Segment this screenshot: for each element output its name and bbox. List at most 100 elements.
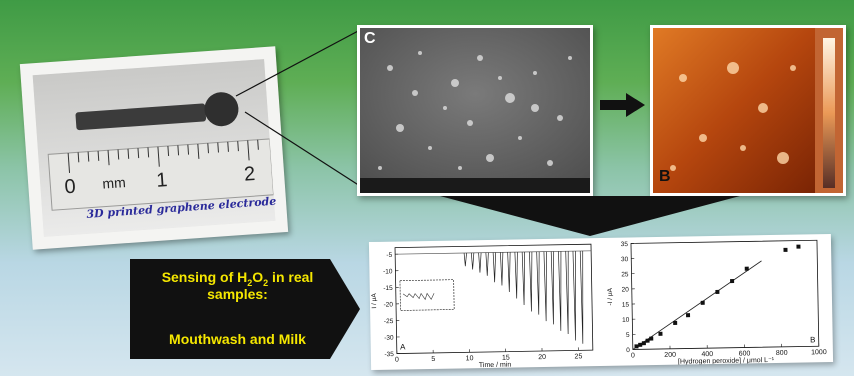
chart-b-ytick-label-6: 30 [621, 256, 629, 263]
chart-b-xtick-label-5: 1000 [811, 349, 827, 356]
ruler-ticks [67, 139, 259, 173]
chart-b-point-8 [700, 300, 705, 305]
sem-texture [360, 28, 590, 193]
chart-a-ytick-label-2: -15 [383, 285, 393, 292]
chart-b-xlabel: [Hydrogen peroxide] / μmol L⁻¹ [678, 357, 775, 366]
chart-a-xtick-label-0: 0 [395, 357, 399, 364]
afm-particles [670, 62, 796, 171]
callout-text: Sensing of H2O2 in real samples: Mouthwa… [130, 259, 345, 359]
chart-a-xtick-label-4: 20 [538, 354, 546, 361]
chart-b-ytick-label-2: 10 [622, 317, 630, 324]
chart-a-spike-8 [521, 251, 526, 305]
callout-line-2: samples: [207, 286, 268, 302]
chart-a-frame [394, 243, 594, 354]
chart-b-fit-line [632, 260, 762, 350]
chart-a-ytick-label-4: -25 [384, 318, 394, 325]
chart-b-ytick-label-5: 25 [621, 271, 629, 278]
chart-a-spike-9 [529, 251, 533, 312]
chart-a-spike-14 [565, 251, 569, 335]
sem-info-bar [360, 178, 590, 193]
results-plots: 0 5 10 15 20 25 -5 -10 -15 -20 -25 -30 -35 Time / min… [368, 233, 834, 371]
chart-b-frame [630, 239, 820, 350]
chart-b-ytick-label-0: 0 [626, 347, 630, 354]
chart-b-point-7 [686, 313, 691, 318]
chart-b-xtick-label-2: 400 [701, 351, 713, 358]
ruler-label-unit: mm [102, 174, 126, 192]
chart-a-xtick-label-5: 25 [574, 353, 582, 360]
chart-b-point-0 [634, 344, 639, 349]
ruler-label-two: 2 [243, 163, 256, 186]
chart-b-point-9 [715, 289, 720, 294]
chart-b-xtick-label-0: 0 [631, 352, 635, 359]
chart-a-spike-13 [558, 251, 562, 331]
chart-a-spike-3 [485, 252, 489, 276]
chart-a-inset [399, 279, 455, 311]
chart-a-spike-4 [492, 252, 496, 283]
chart-b-ytick-label-7: 35 [621, 241, 629, 248]
ruler [47, 138, 275, 211]
electrode-disc [204, 92, 239, 127]
electrode-strip [75, 103, 207, 131]
afm-image: B [650, 25, 846, 196]
chart-a-xtick-label-3: 15 [502, 355, 510, 362]
callout-line-1: Sensing of H2O2 in real [161, 269, 314, 288]
chart-a-spike-15 [572, 251, 576, 341]
chart-b-xtick-label-4: 800 [776, 350, 788, 357]
afm-colorbar [823, 38, 835, 188]
chart-a-spike-10 [536, 251, 540, 315]
ruler-label-one: 1 [156, 169, 169, 192]
afm-panel-label: B [659, 168, 671, 185]
chart-b-ytick-label-1: 5 [626, 332, 630, 339]
chart-b-point-10 [730, 279, 735, 284]
chart-b-point-13 [796, 244, 801, 249]
chart-a-xtick-label-1: 5 [431, 356, 435, 363]
chart-a-ylabel: I / μA [371, 293, 378, 309]
chart-b-point-12 [783, 247, 788, 252]
chart-a-ytick-label-5: -30 [384, 335, 394, 342]
chart-b-point-11 [744, 266, 749, 271]
chart-a-ytick-label-6: -35 [384, 351, 394, 358]
chart-a-spike-7 [514, 252, 518, 299]
chart-b-ytick-label-4: 20 [621, 286, 629, 293]
chart-b-ylabel: -I / μA [607, 287, 614, 305]
chart-a-spike-5 [500, 252, 504, 286]
chart-a-spike-1 [470, 252, 475, 270]
afm-texture [653, 28, 843, 193]
chart-b-xtick-label-1: 200 [664, 352, 676, 359]
chart-a-spike-11 [543, 251, 547, 322]
chart-a-spike-6 [507, 252, 511, 292]
chart-a-spike-12 [550, 251, 555, 325]
plots-svg: 0 5 10 15 20 25 -5 -10 -15 -20 -25 -30 -35 Time / min… [371, 239, 827, 370]
chart-b-xtick-label-3: 600 [739, 350, 751, 357]
chart-a-inset-trace [402, 292, 435, 301]
sem-panel-label: C [364, 30, 376, 47]
sem-image: C [357, 25, 593, 196]
ruler-label-zero: 0 [64, 176, 77, 199]
electrode-illustration: 0 mm 1 2 [32, 59, 276, 237]
chart-a-ytick-label-0: -5 [386, 252, 392, 259]
chart-a-panel-label: A [400, 342, 406, 351]
chart-a-ytick-label-1: -10 [383, 268, 393, 275]
chart-a-ytick-label-3: -20 [384, 301, 394, 308]
chart-b-panel-label: B [810, 335, 816, 344]
electrode-photo-image: 0 mm 1 2 [32, 59, 276, 237]
chart-a-xlabel: Time / min [479, 362, 512, 370]
chart-b-ytick-label-3: 15 [622, 302, 630, 309]
chart-a-xtick-label-2: 10 [466, 355, 474, 362]
chart-b-point-1 [638, 342, 643, 347]
callout-shape [130, 259, 360, 359]
chart-a-spike-16 [579, 250, 584, 344]
right-arrow-icon [600, 93, 645, 117]
electrode-photo: 0 mm 1 2 3D printed graphene electrode [19, 46, 289, 250]
chart-b-point-3 [645, 338, 650, 343]
chart-b-point-4 [649, 336, 654, 341]
chart-b-point-2 [641, 341, 646, 346]
chart-b-point-5 [658, 331, 663, 336]
sem-particles [378, 51, 572, 170]
chart-b-point-6 [673, 320, 678, 326]
chart-a-spike-2 [478, 252, 482, 273]
down-arrow-icon [440, 196, 740, 236]
callout-line-3: Mouthwash and Milk [169, 331, 306, 347]
